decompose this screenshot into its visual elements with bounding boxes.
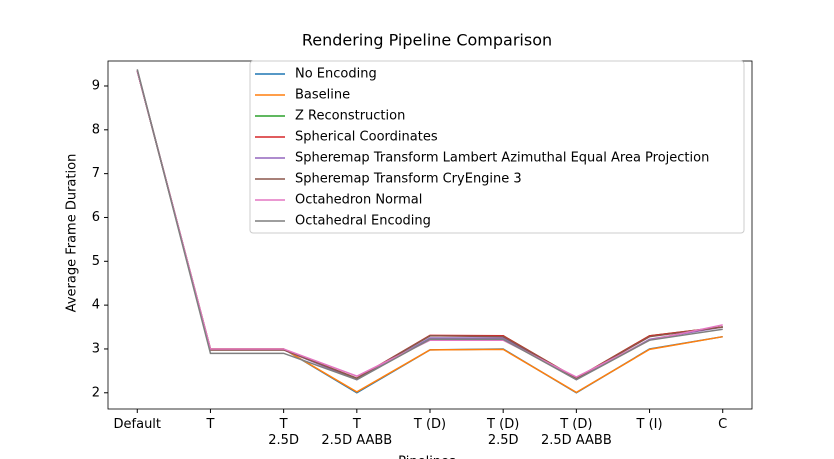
y-tick-label: 3: [92, 341, 100, 356]
series-line: [136, 70, 723, 380]
y-axis-label: Average Frame Duration: [65, 154, 80, 313]
legend-label: Octahedral Encoding: [295, 214, 431, 229]
legend-label: Spherical Coordinates: [295, 130, 438, 145]
y-tick-label: 8: [92, 122, 100, 137]
legend-label: Spheremap Transform CryEngine 3: [295, 172, 522, 187]
x-tick-label: T (D) 2.5D AABB: [540, 417, 612, 448]
series-line: [136, 70, 723, 378]
x-tick-label: C: [718, 417, 728, 432]
y-tick-label: 7: [92, 166, 100, 181]
chart-title: Rendering Pipeline Comparison: [302, 31, 552, 50]
x-tick-label: T (D): [413, 417, 447, 432]
x-tick-label: T (D) 2.5D: [487, 417, 520, 448]
x-tick-label: T 2.5D AABB: [321, 417, 393, 448]
x-tick-label: T: [206, 417, 215, 432]
y-tick-label: 2: [92, 385, 100, 400]
legend-label: Spheremap Transform Lambert Azimuthal Eq…: [295, 151, 709, 166]
series-line: [136, 69, 723, 381]
legend-box: [249, 60, 745, 234]
y-tick-label: 6: [92, 210, 100, 225]
legend-label: Baseline: [295, 88, 350, 103]
y-tick-label: 4: [92, 298, 100, 313]
legend-label: Octahedron Normal: [295, 193, 422, 208]
x-tick-label: Default: [113, 417, 162, 432]
x-tick-label: T 2.5D: [268, 417, 299, 448]
legend-label: No Encoding: [295, 67, 377, 82]
y-tick-label: 5: [92, 254, 100, 269]
legend-label: Z Reconstruction: [295, 109, 405, 124]
y-tick-label: 9: [92, 78, 100, 93]
x-axis-label: Pipelines: [398, 455, 456, 459]
x-tick-label: T (I): [636, 417, 663, 432]
